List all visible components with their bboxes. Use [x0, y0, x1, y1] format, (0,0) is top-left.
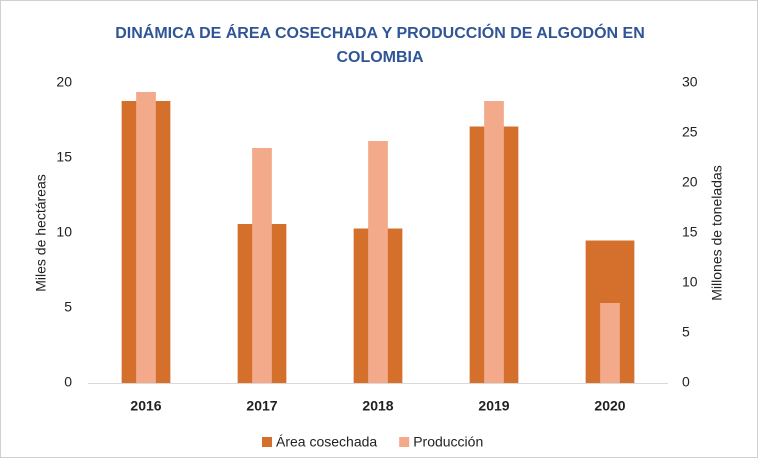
bar — [136, 92, 156, 383]
y-tick-label: 10 — [56, 224, 72, 240]
y2-tick-label: 5 — [682, 324, 690, 340]
x-tick-label: 2020 — [594, 398, 625, 414]
bar — [600, 303, 620, 383]
bar — [484, 101, 504, 383]
legend-swatch — [399, 437, 410, 447]
x-tick-label: 2017 — [246, 398, 277, 414]
y2-tick-label: 20 — [682, 174, 698, 190]
y2-tick-label: 10 — [682, 274, 698, 290]
bar — [252, 148, 272, 383]
legend-label: Área cosechada — [276, 434, 377, 450]
y-tick-label: 0 — [64, 374, 72, 390]
y-tick-label: 20 — [56, 74, 72, 90]
y2-axis-label: Millones de toneladas — [709, 165, 725, 300]
x-tick-label: 2018 — [362, 398, 393, 414]
y2-tick-label: 30 — [682, 74, 698, 90]
y2-tick-label: 0 — [682, 374, 690, 390]
y-axis-label: Miles de hectáreas — [33, 174, 49, 292]
y2-tick-label: 15 — [682, 224, 698, 240]
legend-swatch — [262, 437, 272, 447]
bar — [368, 141, 388, 383]
y2-tick-label: 25 — [682, 124, 698, 140]
legend-label: Producción — [413, 434, 483, 450]
y-tick-label: 5 — [64, 299, 72, 315]
x-tick-label: 2019 — [478, 398, 509, 414]
y-tick-label: 15 — [56, 149, 72, 165]
x-tick-label: 2016 — [130, 398, 161, 414]
chart-title: DINÁMICA DE ÁREA COSECHADA Y PRODUCCIÓN … — [115, 25, 645, 66]
